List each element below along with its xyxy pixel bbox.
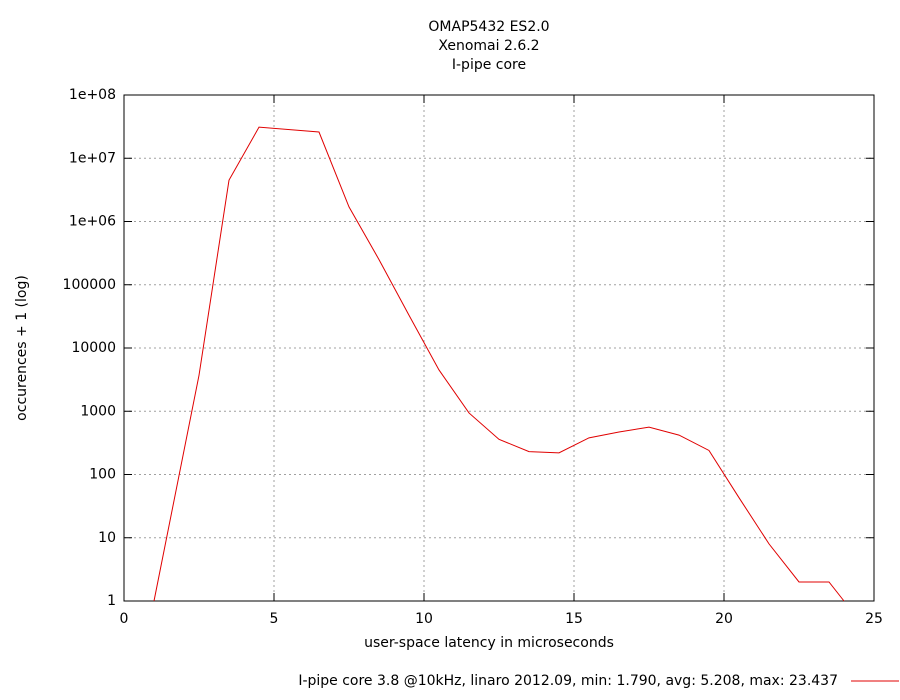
x-tick-label: 0: [120, 611, 129, 627]
chart-title: Xenomai 2.6.2: [438, 38, 539, 54]
data-line: [153, 126, 845, 602]
x-tick-label: 10: [415, 611, 433, 627]
y-tick-label: 1e+08: [69, 87, 116, 103]
y-axis-label: occurences + 1 (log): [14, 275, 30, 421]
x-tick-label: 15: [565, 611, 583, 627]
y-tick-label: 1: [107, 593, 116, 609]
y-tick-label: 100000: [63, 277, 116, 293]
y-tick-label: 10000: [71, 340, 116, 356]
x-tick-label: 25: [865, 611, 883, 627]
x-axis-label: user-space latency in microseconds: [364, 635, 614, 651]
y-tick-label: 1e+07: [69, 150, 116, 166]
y-tick-label: 10: [98, 530, 116, 546]
chart-title: OMAP5432 ES2.0: [428, 19, 549, 35]
legend-label: I-pipe core 3.8 @10kHz, linaro 2012.09, …: [298, 673, 838, 689]
x-tick-label: 5: [270, 611, 279, 627]
chart-title: I-pipe core: [452, 57, 526, 73]
y-tick-label: 1e+06: [69, 214, 116, 230]
y-tick-label: 1000: [80, 403, 116, 419]
y-tick-label: 100: [89, 467, 116, 483]
x-tick-label: 20: [715, 611, 733, 627]
